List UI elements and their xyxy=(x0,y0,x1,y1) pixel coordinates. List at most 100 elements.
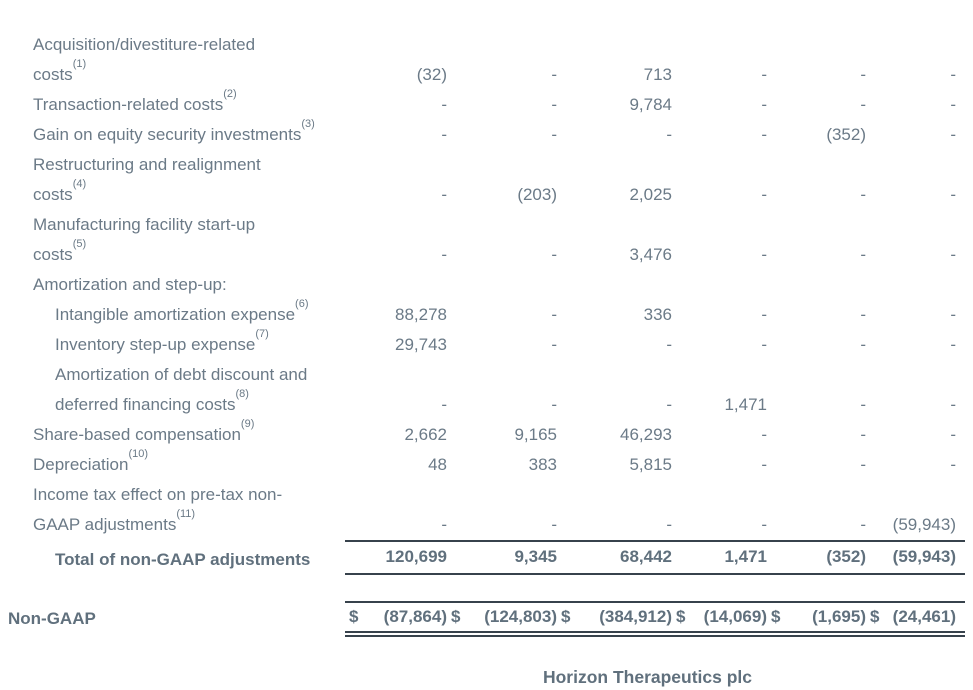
value-cell: - xyxy=(950,95,956,114)
row-label-line: deferred financing costs(8) xyxy=(55,388,249,414)
value-cell: - xyxy=(761,335,767,354)
value-cell: - xyxy=(761,65,767,84)
value-cell: 9,345 xyxy=(514,547,557,566)
value-cell: - xyxy=(860,185,866,204)
row-values: 48 383 5,815 - - - xyxy=(345,450,965,480)
value-cell: - xyxy=(551,305,557,324)
row-label-line: Transaction-related costs(2) xyxy=(33,88,237,114)
row-label-line: Amortization of debt discount and xyxy=(55,365,308,384)
currency-symbol: $ xyxy=(771,607,781,626)
total-row: Total of non-GAAP adjustments 120,699 9,34… xyxy=(0,540,965,575)
row-label-line: Income tax effect on pre-tax non- xyxy=(33,485,283,504)
value-cell: - xyxy=(860,305,866,324)
table-row: Amortization and step-up: xyxy=(0,270,965,300)
value-cell: - xyxy=(761,185,767,204)
value-cell: 120,699 xyxy=(385,547,447,566)
value-cell: - xyxy=(860,455,866,474)
value-cell: - xyxy=(761,425,767,444)
value-cell: - xyxy=(761,125,767,144)
value-cell: 5,815 xyxy=(629,455,672,474)
table-row: Intangible amortization expense(6) 88,278… xyxy=(0,299,965,330)
value-cell: - xyxy=(551,515,557,534)
row-values: - - 9,784 - - - xyxy=(345,90,965,120)
value-cell: 88,278 xyxy=(395,305,447,324)
value-cell: - xyxy=(950,455,956,474)
value-cell: $ (14,069) xyxy=(672,604,767,630)
footnote-marker: (1) xyxy=(72,58,87,71)
footnote-marker: (3) xyxy=(301,118,315,131)
footnote-marker: (7) xyxy=(255,328,269,341)
row-label-line: Depreciation(10) xyxy=(33,448,149,474)
row-values: - (203) 2,025 - - - xyxy=(345,180,965,210)
non-gaap-total-row: Non-GAAP $ (87,864) $ (124,803) $ (384,9… xyxy=(0,601,965,637)
value-cell: - xyxy=(441,185,447,204)
table-row: Income tax effect on pre-tax non- GAAP ad… xyxy=(0,480,965,540)
value-cell: - xyxy=(441,125,447,144)
non-gaap-value: (1,695) xyxy=(812,607,866,626)
value-cell: 48 xyxy=(428,455,447,474)
value-cell: - xyxy=(761,455,767,474)
row-label-line: costs(5) xyxy=(33,238,87,264)
value-cell: 68,442 xyxy=(620,547,672,566)
footnote-marker: (5) xyxy=(72,238,87,251)
value-cell: - xyxy=(551,335,557,354)
non-gaap-row-label: Non-GAAP xyxy=(8,609,96,628)
value-cell: (352) xyxy=(826,125,866,144)
table-row: Gain on equity security investments(3) - -… xyxy=(0,118,965,150)
value-cell: 2,662 xyxy=(404,425,447,444)
currency-symbol: $ xyxy=(676,607,686,626)
row-label-line: Restructuring and realignment xyxy=(33,155,261,174)
value-cell: - xyxy=(860,425,866,444)
value-cell: - xyxy=(551,245,557,264)
value-cell: (203) xyxy=(517,185,557,204)
non-gaap-value: (14,069) xyxy=(703,607,767,626)
currency-symbol: $ xyxy=(870,607,880,626)
value-cell: - xyxy=(666,515,672,534)
row-label-line: Share-based compensation(9) xyxy=(33,418,255,444)
value-cell: 713 xyxy=(643,65,672,84)
table-row: Manufacturing facility start-up costs(5) -… xyxy=(0,210,965,270)
value-cell: - xyxy=(441,515,447,534)
value-cell: - xyxy=(666,395,672,414)
value-cell: - xyxy=(860,65,866,84)
currency-symbol: $ xyxy=(561,607,571,626)
section-gap xyxy=(0,575,965,601)
row-label: Total of non-GAAP adjustments xyxy=(0,545,345,575)
table-row: Amortization of debt discount and deferre… xyxy=(0,360,965,420)
value-cell: - xyxy=(950,125,956,144)
row-values: (32) - 713 - - - xyxy=(345,60,965,90)
value-cell: (59,943) xyxy=(892,547,956,566)
adjustment-rows: Acquisition/divestiture-related costs(1)(… xyxy=(0,30,965,575)
table-row: Inventory step-up expense(7) 29,743 - - - - - xyxy=(0,328,965,360)
row-label-line: Amortization and step-up: xyxy=(33,275,227,294)
row-label: Inventory step-up expense(7) xyxy=(0,328,345,360)
value-cell: 46,293 xyxy=(620,425,672,444)
footnote-marker: (11) xyxy=(176,508,196,521)
value-cell: - xyxy=(761,305,767,324)
company-name: Horizon Therapeutics plc xyxy=(542,667,753,687)
row-label-line: Gain on equity security investments(3) xyxy=(33,118,315,144)
table-row: Share-based compensation(9) 2,662 9,165 46,… xyxy=(0,418,965,450)
row-label-line: Acquisition/divestiture-related xyxy=(33,35,256,54)
row-label: Intangible amortization expense(6) xyxy=(0,299,345,330)
row-label: Amortization and step-up: xyxy=(0,270,345,300)
value-cell: 336 xyxy=(643,305,672,324)
value-cell: (59,943) xyxy=(892,515,956,534)
value-cell: $ (384,912) xyxy=(557,604,672,630)
table-row: Restructuring and realignment costs(4) - (2… xyxy=(0,150,965,210)
value-cell: - xyxy=(551,125,557,144)
row-values: - - - - - (59,943) xyxy=(345,510,965,540)
footnote-marker: (8) xyxy=(235,388,249,401)
row-values: 2,662 9,165 46,293 - - - xyxy=(345,420,965,450)
non-gaap-row-values: $ (87,864) $ (124,803) $ (384,912) $ (14… xyxy=(345,601,965,637)
value-cell: - xyxy=(761,95,767,114)
row-label-line: costs(4) xyxy=(33,178,87,204)
value-cell: - xyxy=(950,305,956,324)
row-label: Acquisition/divestiture-related costs(1) xyxy=(0,30,345,90)
row-label-line: Manufacturing facility start-up xyxy=(33,215,256,234)
value-cell: $ (24,461) xyxy=(866,604,956,630)
value-cell: - xyxy=(860,245,866,264)
row-values: - - 3,476 - - - xyxy=(345,240,965,270)
value-cell: - xyxy=(860,335,866,354)
row-label: Manufacturing facility start-up costs(5) xyxy=(0,210,345,270)
